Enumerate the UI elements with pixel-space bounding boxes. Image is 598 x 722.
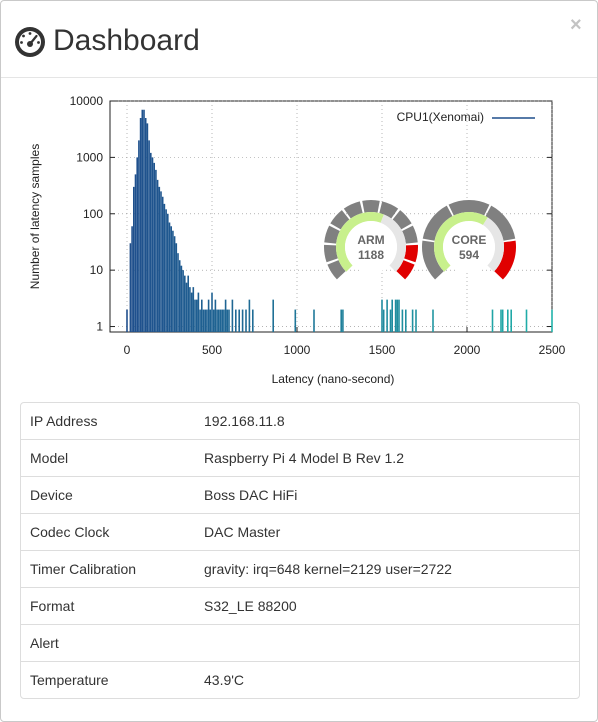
info-value: 43.9'C [204,672,245,688]
gauge-segment [485,205,516,241]
dashboard-icon [15,27,45,57]
gauge-segment [324,225,340,244]
gauge-face [443,221,495,273]
y-tick-label: 10 [90,263,104,277]
gauge-segment [324,244,338,263]
gauge-segment [327,260,346,280]
info-row: Format S32_LE 88200 [21,587,579,624]
y-tick-label: 1000 [76,150,103,164]
gauge-segment [422,205,453,241]
gauge-segment [392,210,412,230]
gauge-value: 1188 [358,248,384,262]
gauge-segment [421,240,444,280]
latency-chart: 0 500 1000 1500 2000 2500 1 10 100 1000 10000 Laten… [1,85,598,390]
info-key: Device [30,487,73,503]
info-key: IP Address [30,413,98,429]
info-row: Temperature 43.9'C [21,661,579,698]
gauge-value: 594 [459,248,479,262]
close-button[interactable]: × [570,14,582,36]
gauge-segment [379,201,399,219]
dialog-header: Dashboard × [1,1,597,78]
y-tick-label: 100 [83,207,103,221]
gauge-value-arc [336,212,384,272]
info-key: Codec Clock [30,524,110,540]
gauge-segment [343,201,363,219]
gauge-track [380,214,406,272]
gauge-track [482,217,504,272]
gauge-segment [330,210,350,230]
gauge-segment [494,240,516,280]
info-key: Temperature [30,672,109,688]
info-value: S32_LE 88200 [204,598,297,614]
gauge-segment [402,225,418,244]
gauge-segment [448,200,490,216]
info-key: Alert [30,635,59,651]
info-row: Model Raspberry Pi 4 Model B Rev 1.2 [21,439,579,476]
info-value: Boss DAC HiFi [204,487,298,503]
info-row: Alert [21,624,579,661]
gauge-label: ARM [357,233,384,247]
info-key: Model [30,450,69,466]
info-row: Codec Clock DAC Master [21,513,579,550]
legend-label: CPU1(Xenomai) [397,110,484,124]
gauge-value-arc [434,212,488,272]
dialog-title: Dashboard [53,24,200,57]
latency-histogram: 0 500 1000 1500 2000 2500 1 10 100 1000 10000 Laten… [28,94,566,386]
y-tick-label: 1 [96,320,103,334]
x-axis-label: Latency (nano-second) [272,372,395,386]
info-value: Raspberry Pi 4 Model B Rev 1.2 [204,450,404,466]
gauge-segment [396,260,415,280]
info-value: gravity: irq=648 kernel=2129 user=2722 [204,561,452,577]
x-tick-label: 1500 [369,343,396,357]
x-tick-label: 500 [202,343,222,357]
info-key: Timer Calibration [30,561,137,577]
gauge-segment [404,244,419,263]
x-tick-label: 1000 [284,343,311,357]
info-value: DAC Master [204,524,281,540]
x-tick-label: 2500 [539,343,566,357]
info-row: Device Boss DAC HiFi [21,476,579,513]
x-tick-label: 2000 [454,343,481,357]
gauge-label: CORE [452,233,487,247]
device-info-table: IP Address 192.168.11.8 Model Raspberry Pi … [20,402,580,699]
y-tick-label: 10000 [70,94,104,108]
y-axis-label: Number of latency samples [28,144,42,289]
gauge-face [345,221,397,273]
gauge-segment [362,200,380,213]
info-row: Timer Calibration gravity: irq=648 kernel… [21,550,579,587]
info-row: IP Address 192.168.11.8 [21,403,579,439]
info-value: 192.168.11.8 [204,413,285,429]
info-key: Format [30,598,75,614]
x-tick-label: 0 [124,343,131,357]
